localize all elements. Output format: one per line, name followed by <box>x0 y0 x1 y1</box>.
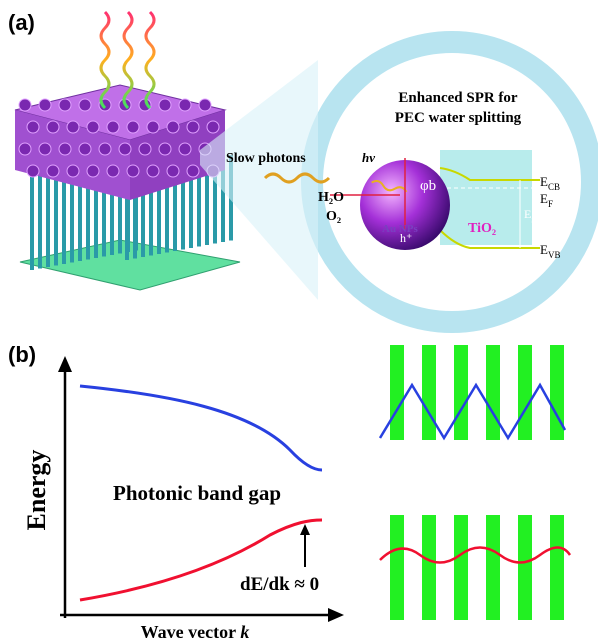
e-f: EF <box>540 191 553 209</box>
dielectric-bar <box>518 515 532 620</box>
dielectric-bar <box>550 515 564 620</box>
panel-label: (a) <box>8 10 35 35</box>
band-gap-label: Photonic band gap <box>113 481 281 505</box>
pore <box>27 121 39 133</box>
pore <box>67 121 79 133</box>
dielectric-bar <box>454 515 468 620</box>
pore <box>47 121 59 133</box>
pore <box>39 99 51 111</box>
figure: (a) Enhanced SPR for PEC water splitting… <box>0 0 598 643</box>
standing-wave <box>380 385 565 438</box>
au-label: Au NPs <box>382 223 418 235</box>
h2o: H₂O <box>318 190 344 205</box>
dielectric-bar <box>390 345 404 440</box>
pore <box>39 143 51 155</box>
nanorod <box>30 170 34 270</box>
subscript: F <box>548 199 553 209</box>
dielectric-bar <box>518 345 532 440</box>
pore <box>87 121 99 133</box>
nanorod <box>62 170 66 264</box>
pore <box>207 121 219 133</box>
pore <box>199 99 211 111</box>
pore <box>167 121 179 133</box>
pore <box>87 165 99 177</box>
subscript: VB <box>548 250 561 260</box>
pore <box>27 165 39 177</box>
subscript: g <box>531 214 535 223</box>
pore <box>147 121 159 133</box>
symbol: E <box>524 207 531 221</box>
arrowhead <box>300 524 310 535</box>
pore <box>159 143 171 155</box>
pore <box>159 99 171 111</box>
pore <box>67 165 79 177</box>
pore <box>127 165 139 177</box>
pore <box>79 143 91 155</box>
symbol: E <box>540 174 548 189</box>
e-cb: ECB <box>540 174 560 192</box>
slow-photons: Slow photons <box>226 151 306 166</box>
arrowhead <box>58 356 72 372</box>
pore <box>107 165 119 177</box>
dielectric-bar <box>486 345 500 440</box>
standing-wave <box>380 548 570 563</box>
panel-label: (b) <box>8 342 36 367</box>
title: Enhanced SPR for <box>398 90 518 106</box>
dielectric-bar <box>454 345 468 440</box>
pore <box>179 99 191 111</box>
x-axis-k: k <box>240 622 249 642</box>
subscript: CB <box>548 182 560 192</box>
nanorod <box>46 170 50 267</box>
pore <box>187 121 199 133</box>
pore <box>59 143 71 155</box>
pore <box>19 99 31 111</box>
pore <box>47 165 59 177</box>
dielectric-bar <box>422 515 436 620</box>
barrier: φb <box>420 178 436 194</box>
arrowhead <box>328 608 344 622</box>
dielectric-bar <box>486 515 500 620</box>
pore <box>119 143 131 155</box>
x-axis-title: Wave vector k <box>141 622 250 642</box>
symbol: E <box>540 191 548 206</box>
tio2: TiO₂ <box>468 221 496 236</box>
dielectric-bar <box>422 345 436 440</box>
o2: O₂ <box>326 209 341 224</box>
pore <box>187 165 199 177</box>
dielectric-bar <box>390 515 404 620</box>
hv: hν <box>362 150 375 165</box>
nanorod <box>38 170 42 269</box>
pore <box>99 143 111 155</box>
pore <box>179 143 191 155</box>
pore <box>19 143 31 155</box>
y-axis-title: Energy <box>22 450 51 531</box>
pore <box>59 99 71 111</box>
pore <box>139 143 151 155</box>
pore <box>107 121 119 133</box>
upper-band <box>80 386 322 470</box>
pore <box>147 165 159 177</box>
slope-label: dE/dk ≈ 0 <box>240 574 319 595</box>
symbol: E <box>540 242 548 257</box>
e-vb: EVB <box>540 242 560 260</box>
title: PEC water splitting <box>395 110 522 126</box>
pore <box>167 165 179 177</box>
e-g: Eg <box>524 207 535 223</box>
photonic-crystal <box>380 345 570 620</box>
pore <box>79 99 91 111</box>
pore <box>127 121 139 133</box>
nanorod <box>54 170 58 266</box>
electron: e⁻ <box>408 149 420 163</box>
x-axis-text: Wave vector <box>141 622 241 642</box>
